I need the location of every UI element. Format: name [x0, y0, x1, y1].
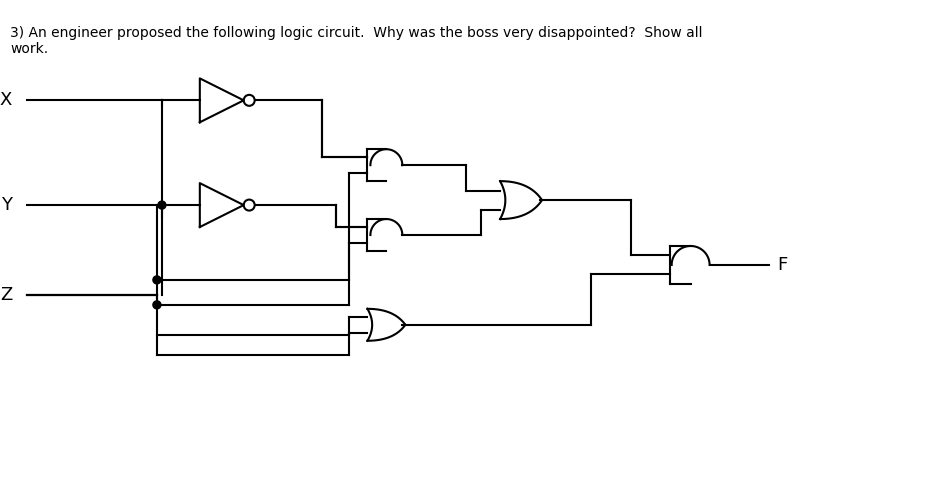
Circle shape — [153, 301, 161, 309]
Text: X: X — [0, 91, 12, 109]
Text: 3) An engineer proposed the following logic circuit.  Why was the boss very disa: 3) An engineer proposed the following lo… — [10, 25, 703, 56]
Circle shape — [158, 201, 166, 209]
Text: Z: Z — [0, 286, 12, 304]
Text: Y: Y — [1, 196, 12, 214]
Circle shape — [153, 276, 161, 284]
Text: F: F — [778, 256, 787, 274]
